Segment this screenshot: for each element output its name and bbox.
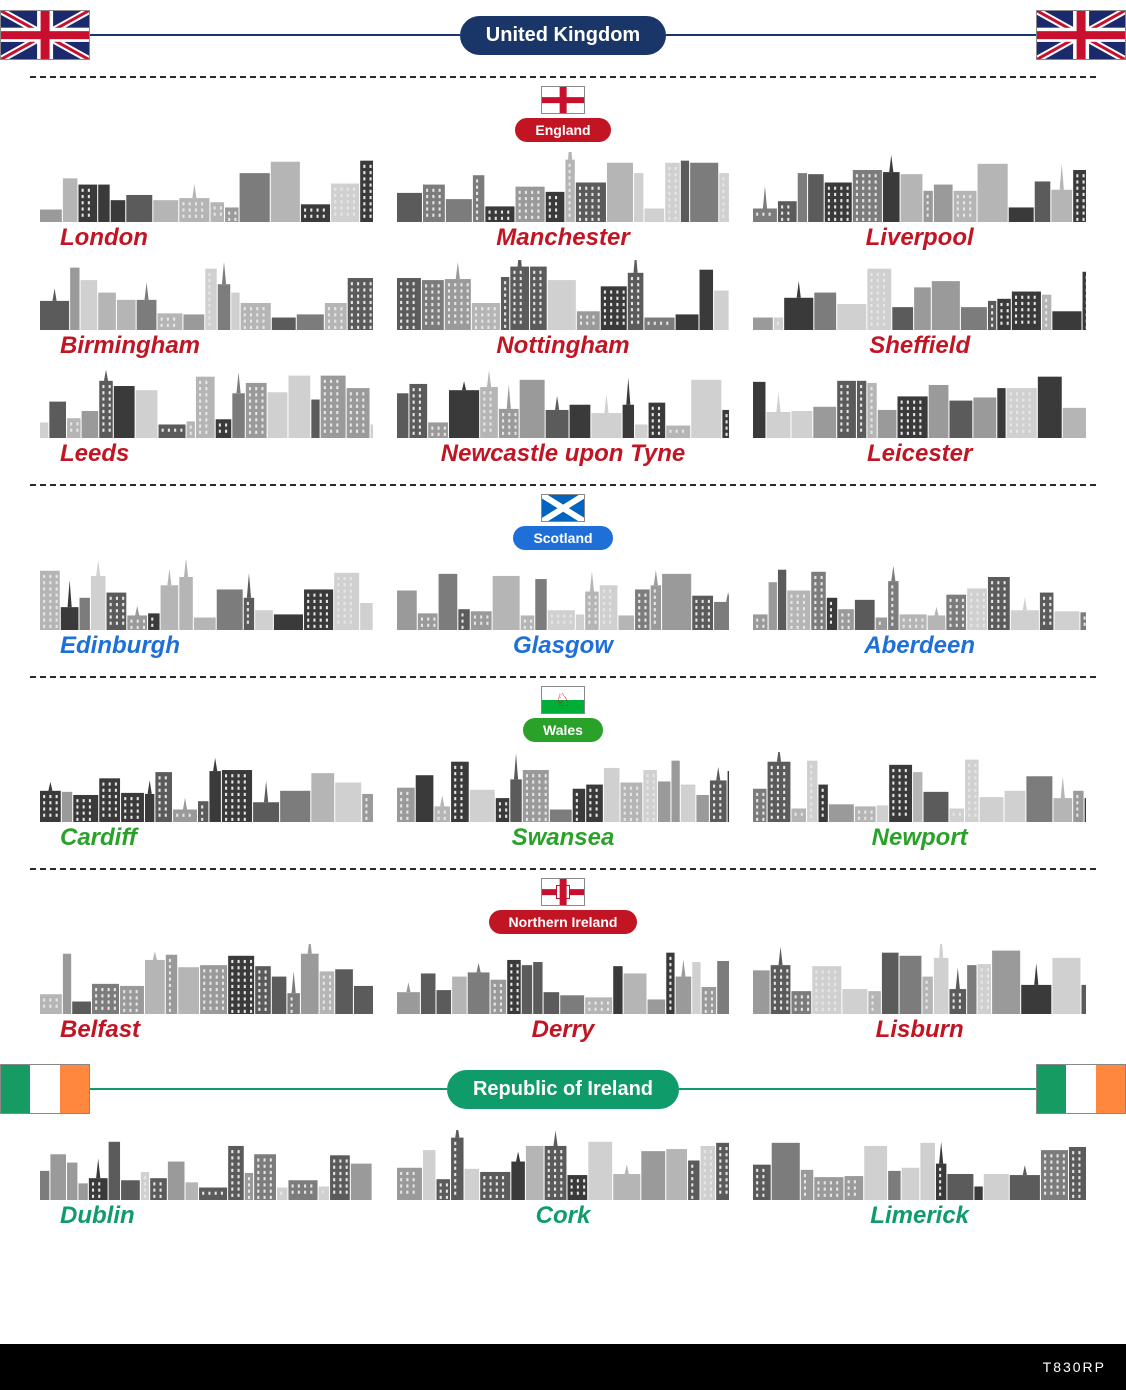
skyline-icon (40, 152, 373, 222)
skyline-icon (397, 752, 730, 822)
city-label: Limerick (870, 1202, 969, 1230)
footer-code: T830RP (1043, 1359, 1106, 1375)
skyline-icon (40, 368, 373, 438)
city-label: Lisburn (876, 1016, 964, 1044)
city-label: Derry (532, 1016, 595, 1044)
city-card: Edinburgh (40, 560, 373, 660)
city-card: Nottingham (397, 260, 730, 360)
city-card: Newcastle upon Tyne (397, 368, 730, 468)
footer-bar: T830RP (0, 1344, 1126, 1390)
city-card: Cork (397, 1130, 730, 1230)
city-card: Glasgow (397, 560, 730, 660)
region-pill: England (515, 118, 610, 142)
region-pill: Northern Ireland (489, 910, 638, 934)
city-card: London (40, 152, 373, 252)
header-line-left (90, 34, 460, 36)
city-label: Cork (536, 1202, 591, 1230)
city-card: Swansea (397, 752, 730, 852)
region-header: Scotland (0, 494, 1126, 550)
separator (30, 484, 1096, 486)
city-card: Cardiff (40, 752, 373, 852)
ireland-flag-right (1036, 1064, 1126, 1114)
separator (30, 676, 1096, 678)
region-city-grid: Cardiff Swansea Newport (0, 746, 1126, 862)
region-pill: Scotland (513, 526, 612, 550)
skyline-icon (753, 944, 1086, 1014)
skyline-icon (753, 368, 1086, 438)
skyline-icon (397, 152, 730, 222)
city-label: Nottingham (496, 332, 629, 360)
ireland-flag-left (0, 1064, 90, 1114)
city-card: Dublin (40, 1130, 373, 1230)
ireland-city-grid: Dublin Cork Limerick (0, 1124, 1126, 1240)
separator (30, 868, 1096, 870)
uk-title-pill: United Kingdom (460, 16, 666, 55)
city-label: Dublin (40, 1202, 135, 1230)
skyline-icon (753, 260, 1086, 330)
city-label: Aberdeen (864, 632, 975, 660)
region-pill: Wales (523, 718, 603, 742)
city-card: Manchester (397, 152, 730, 252)
city-label: Liverpool (866, 224, 974, 252)
skyline-icon (397, 368, 730, 438)
skyline-icon (397, 944, 730, 1014)
city-card: Limerick (753, 1130, 1086, 1230)
city-label: Edinburgh (40, 632, 180, 660)
city-card: Belfast (40, 944, 373, 1044)
city-label: Leeds (40, 440, 129, 468)
city-card: Leicester (753, 368, 1086, 468)
skyline-icon (40, 1130, 373, 1200)
region-city-grid: Belfast Derry Lisburn (0, 938, 1126, 1054)
city-label: Sheffield (869, 332, 970, 360)
city-label: Birmingham (40, 332, 200, 360)
skyline-icon (753, 752, 1086, 822)
city-card: Birmingham (40, 260, 373, 360)
city-card: Leeds (40, 368, 373, 468)
uk-flag-left (0, 10, 90, 60)
city-label: Leicester (867, 440, 972, 468)
region-city-grid: London Manchester Liverpool Birmingham N… (0, 146, 1126, 478)
region-city-grid: Edinburgh Glasgow Aberdeen (0, 554, 1126, 670)
city-card: Aberdeen (753, 560, 1086, 660)
header-line-right (679, 1088, 1036, 1090)
region-header: ♘ Wales (0, 686, 1126, 742)
header-line-right (666, 34, 1036, 36)
city-label: Swansea (512, 824, 615, 852)
city-label: Cardiff (40, 824, 137, 852)
skyline-icon (40, 944, 373, 1014)
city-label: Newport (872, 824, 968, 852)
skyline-icon (753, 560, 1086, 630)
skyline-icon (40, 260, 373, 330)
city-label: London (40, 224, 148, 252)
skyline-icon (753, 1130, 1086, 1200)
city-card: Lisburn (753, 944, 1086, 1044)
skyline-icon (753, 152, 1086, 222)
city-card: Sheffield (753, 260, 1086, 360)
skyline-icon (40, 752, 373, 822)
region-header: Northern Ireland (0, 878, 1126, 934)
city-card: Newport (753, 752, 1086, 852)
city-card: Liverpool (753, 152, 1086, 252)
separator (30, 76, 1096, 78)
ireland-title-pill: Republic of Ireland (447, 1070, 679, 1109)
uk-flag-right (1036, 10, 1126, 60)
skyline-icon (397, 560, 730, 630)
skyline-icon (40, 560, 373, 630)
city-label: Belfast (40, 1016, 140, 1044)
uk-header: United Kingdom (0, 0, 1126, 70)
skyline-icon (397, 1130, 730, 1200)
city-card: Derry (397, 944, 730, 1044)
skyline-icon (397, 260, 730, 330)
header-line-left (90, 1088, 447, 1090)
city-label: Manchester (496, 224, 629, 252)
city-label: Glasgow (513, 632, 613, 660)
ireland-header: Republic of Ireland (0, 1054, 1126, 1124)
city-label: Newcastle upon Tyne (441, 440, 686, 468)
region-header: England (0, 86, 1126, 142)
